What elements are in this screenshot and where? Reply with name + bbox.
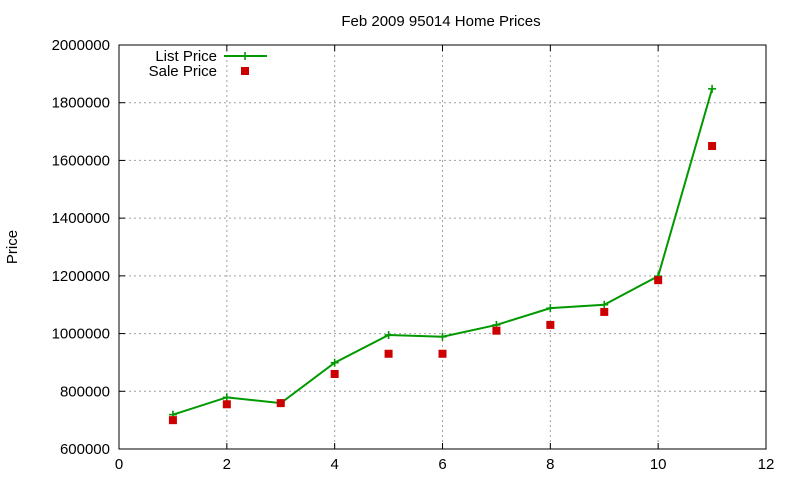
sale-price-point bbox=[276, 399, 285, 408]
list-price-point bbox=[384, 331, 393, 340]
x-tick-label: 10 bbox=[650, 456, 667, 473]
list-price-point bbox=[546, 304, 555, 313]
legend-label: Sale Price bbox=[149, 63, 217, 80]
sale-price-point bbox=[168, 416, 177, 425]
series-layer bbox=[168, 84, 717, 425]
y-tick-label: 1200000 bbox=[52, 268, 110, 285]
list-price-point bbox=[222, 393, 231, 402]
x-tick-label: 2 bbox=[223, 456, 231, 473]
list-price-point bbox=[438, 332, 447, 341]
y-tick-label: 1000000 bbox=[52, 326, 110, 343]
legend-square-marker bbox=[241, 67, 249, 75]
legend-plus-marker bbox=[241, 52, 249, 60]
chart-title: Feb 2009 95014 Home Prices bbox=[341, 13, 540, 30]
list-price-point bbox=[330, 358, 339, 367]
sale-price-point bbox=[492, 326, 501, 335]
x-tick-label: 12 bbox=[758, 456, 775, 473]
sale-price-point bbox=[384, 349, 393, 358]
sale-price-point bbox=[330, 369, 339, 378]
list-price-point bbox=[600, 300, 609, 309]
list-price-point bbox=[708, 84, 717, 93]
sale-price-point bbox=[654, 276, 663, 285]
y-axis-label: Price bbox=[4, 230, 21, 264]
x-tick-label: 0 bbox=[115, 456, 123, 473]
plot-border bbox=[118, 44, 767, 450]
grid-layer bbox=[119, 45, 766, 449]
y-tick-label: 1400000 bbox=[52, 210, 110, 227]
y-tick-label: 800000 bbox=[60, 383, 110, 400]
y-tick-label: 2000000 bbox=[52, 37, 110, 54]
x-tick-label: 4 bbox=[330, 456, 338, 473]
sale-price-point bbox=[708, 142, 717, 150]
sale-price-point bbox=[222, 400, 231, 409]
y-tick-label: 1600000 bbox=[52, 152, 110, 169]
y-tick-label: 600000 bbox=[60, 441, 110, 458]
sale-price-point bbox=[438, 349, 447, 358]
legend-label: List Price bbox=[155, 48, 217, 65]
x-tick-label: 6 bbox=[438, 456, 446, 473]
x-tick-label: 8 bbox=[546, 456, 554, 473]
sale-price-point bbox=[600, 307, 609, 316]
y-tick-label: 1800000 bbox=[52, 95, 110, 112]
sale-price-point bbox=[546, 320, 555, 329]
